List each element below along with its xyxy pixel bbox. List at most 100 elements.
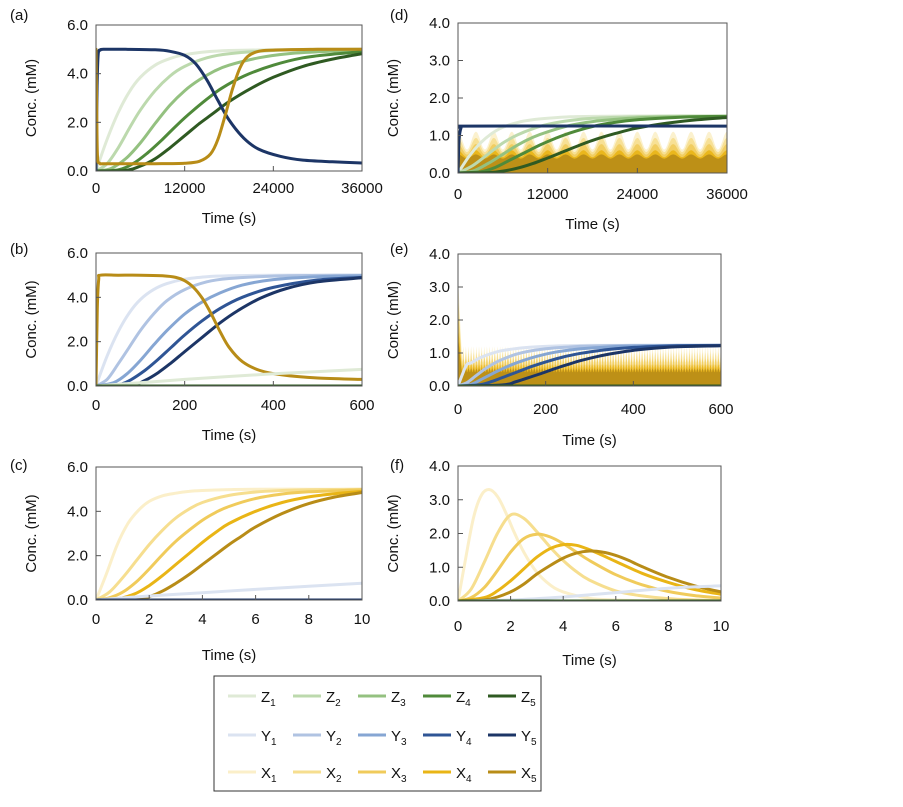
x-tick-label: 2: [506, 618, 514, 635]
x-axis-title: Time (s): [202, 210, 256, 227]
legend-label: X2: [326, 765, 342, 785]
series-line-X5: [96, 47, 362, 166]
legend-label: Y1: [261, 728, 277, 748]
panel-c: (c) 0.0 2.0 4.0 6.0 0 2 4 6 8 10 Time (s) Conc. (mM): [10, 457, 370, 664]
plot-frame: [95, 252, 363, 387]
y-tick-label: 2.0: [429, 90, 450, 107]
legend-label: Y2: [326, 728, 342, 748]
x-tick-label: 8: [664, 618, 672, 635]
series-line-X1: [458, 488, 721, 601]
series-line-X2: [458, 512, 721, 601]
series-line-X5: [96, 273, 362, 386]
legend-entry-X1: X1: [228, 765, 277, 785]
x-tick-label: 400: [621, 401, 646, 418]
panel-label: (a): [10, 7, 28, 24]
legend-entry-Z5: Z5: [488, 689, 536, 709]
panel-label: (f): [390, 457, 404, 474]
y-tick-label: 2.0: [429, 312, 450, 329]
y-axis-title: Conc. (mM): [385, 494, 402, 572]
y-tick-label: 0.0: [67, 163, 88, 180]
x-tick-label: 4: [559, 618, 567, 635]
x-tick-label: 10: [713, 618, 730, 635]
y-tick-label: 6.0: [67, 17, 88, 34]
series-line-Z5: [96, 52, 362, 171]
series-line-Y3: [96, 274, 362, 386]
series-line-Y1: [96, 273, 362, 386]
y-tick-label: 4.0: [67, 289, 88, 306]
panel-d: (d) 0.0 1.0 2.0 3.0 4.0 0 12000 24000 36000 Time (…: [385, 7, 748, 233]
series-line-Y5: [96, 276, 362, 386]
panel-b: (b) 0.0 2.0 4.0 6.0 0 200 400 600 Time (s) Conc. (…: [10, 241, 375, 444]
series-line-Y2: [458, 343, 721, 386]
x-tick-label: 0: [454, 618, 462, 635]
series-line-Z5: [458, 116, 727, 173]
x-tick-label: 24000: [616, 186, 658, 203]
y-axis-title: Conc. (mM): [23, 59, 40, 137]
series-line-Z1: [96, 367, 362, 386]
y-tick-label: 0.0: [429, 165, 450, 182]
series-line-Z3: [96, 48, 362, 171]
x-tick-label: 0: [454, 186, 462, 203]
x-tick-label: 600: [708, 401, 733, 418]
series-line-Y1: [96, 581, 362, 600]
panel-f: (f) 0.0 1.0 2.0 3.0 4.0 0 2 4 6 8 10 Time (s) Conc. (…: [385, 457, 729, 669]
x-tick-label: 2: [145, 611, 153, 628]
y-tick-label: 6.0: [67, 245, 88, 262]
y-tick-label: 3.0: [429, 492, 450, 509]
x-tick-label: 10: [354, 611, 371, 628]
y-tick-label: 2.0: [429, 526, 450, 543]
series-line-X1: [96, 487, 362, 600]
series-line-Y5: [458, 124, 727, 173]
legend-entry-X5: X5: [488, 765, 537, 785]
plot-area: [96, 273, 362, 386]
x-tick-label: 600: [349, 397, 374, 414]
x-tick-label: 6: [251, 611, 259, 628]
legend-entry-Z4: Z4: [423, 689, 471, 709]
legend-entry-Z2: Z2: [293, 689, 341, 709]
y-tick-label: 4.0: [67, 503, 88, 520]
legend-entry-Y5: Y5: [488, 728, 537, 748]
legend-label: X1: [261, 765, 277, 785]
series-line-Y4: [458, 343, 721, 386]
plot-area: [458, 488, 721, 601]
plot-area: [96, 487, 362, 600]
x-tick-label: 0: [454, 401, 462, 418]
x-tick-label: 8: [305, 611, 313, 628]
x-tick-label: 6: [612, 618, 620, 635]
panel-e: (e) 0.0 1.0 2.0 3.0 4.0 0 200 400 600 Time (s) Conc…: [385, 241, 734, 449]
plot-frame: [95, 466, 363, 601]
legend-label: Z3: [391, 689, 406, 709]
y-tick-label: 4.0: [67, 66, 88, 83]
legend-entry-X4: X4: [423, 765, 472, 785]
y-tick-label: 2.0: [67, 334, 88, 351]
x-tick-label: 12000: [164, 180, 206, 197]
legend-label: Y4: [456, 728, 472, 748]
x-tick-label: 0: [92, 397, 100, 414]
y-tick-label: 3.0: [429, 53, 450, 70]
y-tick-label: 4.0: [429, 246, 450, 263]
x-tick-label: 24000: [252, 180, 294, 197]
plot-frame: [95, 24, 363, 172]
plot-area: [96, 47, 362, 171]
series-line-Y2: [96, 273, 362, 386]
series-line-X2: [96, 487, 362, 600]
x-tick-label: 200: [172, 397, 197, 414]
series-line-X5: [458, 549, 721, 601]
y-tick-label: 4.0: [429, 15, 450, 32]
panel-label: (e): [390, 241, 408, 258]
y-tick-label: 0.0: [67, 378, 88, 395]
series-line-Z1: [96, 47, 362, 171]
series-line-Z2: [96, 47, 362, 171]
y-tick-label: 1.0: [429, 128, 450, 145]
x-tick-label: 0: [92, 611, 100, 628]
panel-label: (b): [10, 241, 28, 258]
x-tick-label: 12000: [527, 186, 569, 203]
legend-entry-Y3: Y3: [358, 728, 407, 748]
oscillation-band-X5: [458, 154, 727, 173]
panel-label: (c): [10, 457, 28, 474]
legend-label: Z1: [261, 689, 276, 709]
series-line-Y5: [458, 344, 721, 386]
legend-entry-X2: X2: [293, 765, 342, 785]
y-axis-title: Conc. (mM): [385, 281, 402, 359]
